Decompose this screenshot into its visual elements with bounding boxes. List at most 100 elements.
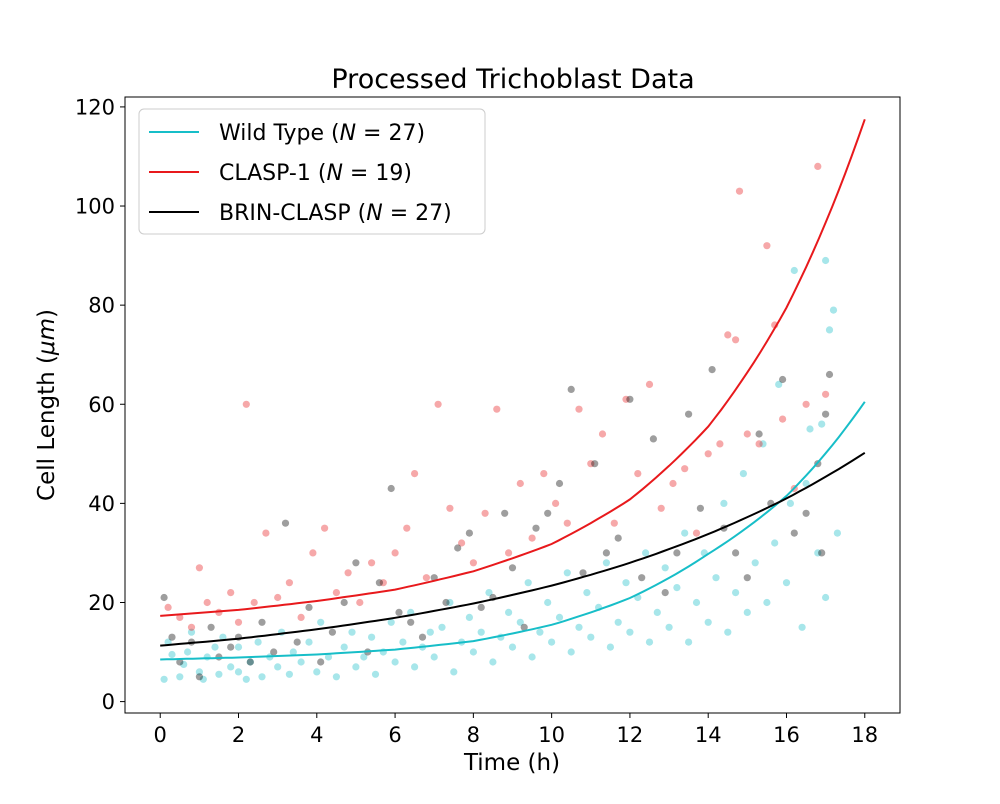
data-point-wild-type	[653, 608, 661, 617]
data-point-brin-clasp	[176, 658, 184, 666]
data-point-brin-clasp	[591, 460, 599, 468]
y-tick-label: 40	[88, 492, 115, 516]
data-point-clasp-1	[321, 524, 329, 532]
legend-label-clasp-1: CLASP-1 (N = 19)	[219, 161, 412, 186]
data-point-clasp-1	[634, 470, 642, 478]
data-point-wild-type	[555, 613, 564, 622]
data-point-wild-type	[187, 628, 196, 636]
data-point-clasp-1	[403, 524, 411, 532]
data-point-wild-type	[536, 628, 544, 636]
data-point-wild-type	[176, 673, 184, 681]
data-point-wild-type	[790, 266, 798, 275]
data-point-wild-type	[822, 256, 830, 265]
fit-curve-brin-clasp	[160, 451, 866, 647]
data-point-wild-type	[829, 306, 838, 314]
data-point-wild-type	[739, 470, 748, 478]
data-point-clasp-1	[434, 400, 442, 408]
data-point-brin-clasp	[375, 579, 383, 587]
data-point-brin-clasp	[293, 638, 301, 646]
data-point-wild-type	[340, 643, 348, 651]
data-point-clasp-1	[203, 598, 211, 607]
data-point-wild-type	[254, 638, 262, 646]
data-point-brin-clasp	[501, 509, 509, 517]
data-point-wild-type	[285, 670, 293, 678]
data-point-wild-type	[544, 598, 552, 607]
data-point-wild-type	[246, 658, 254, 666]
data-point-brin-clasp	[567, 385, 575, 393]
data-point-brin-clasp	[520, 623, 528, 631]
data-point-wild-type	[833, 529, 842, 537]
x-tick-label: 2	[232, 723, 245, 747]
data-point-wild-type	[775, 380, 783, 388]
data-point-clasp-1	[493, 405, 501, 413]
data-point-brin-clasp	[544, 509, 552, 517]
data-point-clasp-1	[802, 400, 810, 408]
data-point-wild-type	[465, 613, 473, 622]
y-tick-label: 60	[88, 393, 115, 417]
data-point-wild-type	[806, 425, 814, 433]
data-point-wild-type	[438, 623, 446, 631]
data-point-wild-type	[645, 638, 654, 646]
data-point-clasp-1	[735, 187, 744, 195]
y-axis-ticks: 0 20 40 60 80 100 120	[75, 95, 125, 714]
data-point-clasp-1	[391, 549, 399, 557]
data-point-clasp-1	[164, 603, 172, 612]
data-point-clasp-1	[234, 618, 243, 626]
plot-frame	[124, 96, 901, 714]
x-tick-label: 10	[538, 723, 565, 747]
data-point-wild-type	[508, 643, 517, 651]
data-point-brin-clasp	[477, 603, 485, 612]
data-point-clasp-1	[669, 479, 677, 488]
data-point-wild-type	[583, 589, 591, 597]
legend-label-text: Wild Type (	[219, 121, 340, 146]
data-point-wild-type	[199, 675, 207, 683]
data-point-wild-type	[242, 675, 250, 683]
data-point-wild-type	[258, 673, 266, 681]
x-tick-label: 4	[310, 723, 323, 747]
data-point-clasp-1	[227, 589, 235, 597]
data-point-clasp-1	[481, 509, 489, 517]
fit-curve-wild-type	[160, 401, 866, 661]
data-point-brin-clasp	[168, 633, 176, 641]
data-point-brin-clasp	[442, 598, 450, 607]
data-point-brin-clasp	[779, 375, 787, 384]
data-point-wild-type	[602, 559, 611, 567]
data-point-brin-clasp	[395, 608, 403, 617]
data-point-clasp-1	[516, 479, 524, 488]
fit-curve-layer	[160, 118, 866, 661]
data-point-brin-clasp	[555, 479, 564, 488]
y-axis-label-prefix: Cell Length (	[34, 355, 60, 501]
data-point-wild-type	[332, 673, 340, 681]
data-point-clasp-1	[262, 529, 270, 537]
data-point-wild-type	[211, 643, 219, 651]
y-axis-label-unit: μm	[34, 318, 60, 356]
data-point-clasp-1	[285, 579, 293, 587]
data-point-wild-type	[289, 648, 297, 656]
y-tick-label: 120	[75, 95, 115, 119]
x-tick-label: 8	[467, 723, 480, 747]
data-point-brin-clasp	[822, 410, 830, 418]
data-point-wild-type	[802, 479, 810, 488]
data-point-brin-clasp	[638, 574, 646, 582]
chart-title: Processed Trichoblast Data	[331, 64, 694, 95]
legend-label-count: = 19)	[343, 161, 412, 186]
data-point-clasp-1	[645, 380, 654, 388]
data-point-wild-type	[215, 670, 223, 678]
data-point-clasp-1	[692, 529, 701, 537]
data-point-wild-type	[180, 660, 188, 669]
data-point-clasp-1	[763, 242, 771, 250]
data-point-clasp-1	[587, 460, 595, 468]
legend-entries: Wild Type (N = 27)CLASP-1 (N = 19)BRIN-C…	[149, 121, 452, 226]
y-axis-label-suffix: )	[34, 309, 60, 318]
data-point-wild-type	[681, 529, 689, 537]
data-point-clasp-1	[250, 598, 258, 607]
data-point-wild-type	[168, 650, 176, 659]
data-point-clasp-1	[704, 450, 712, 458]
data-point-brin-clasp	[454, 544, 462, 552]
data-point-wild-type	[720, 499, 728, 507]
data-point-wild-type	[203, 653, 211, 661]
data-point-wild-type	[489, 658, 497, 666]
data-point-wild-type	[685, 638, 693, 646]
data-point-brin-clasp	[626, 395, 634, 403]
legend-box	[138, 108, 486, 235]
